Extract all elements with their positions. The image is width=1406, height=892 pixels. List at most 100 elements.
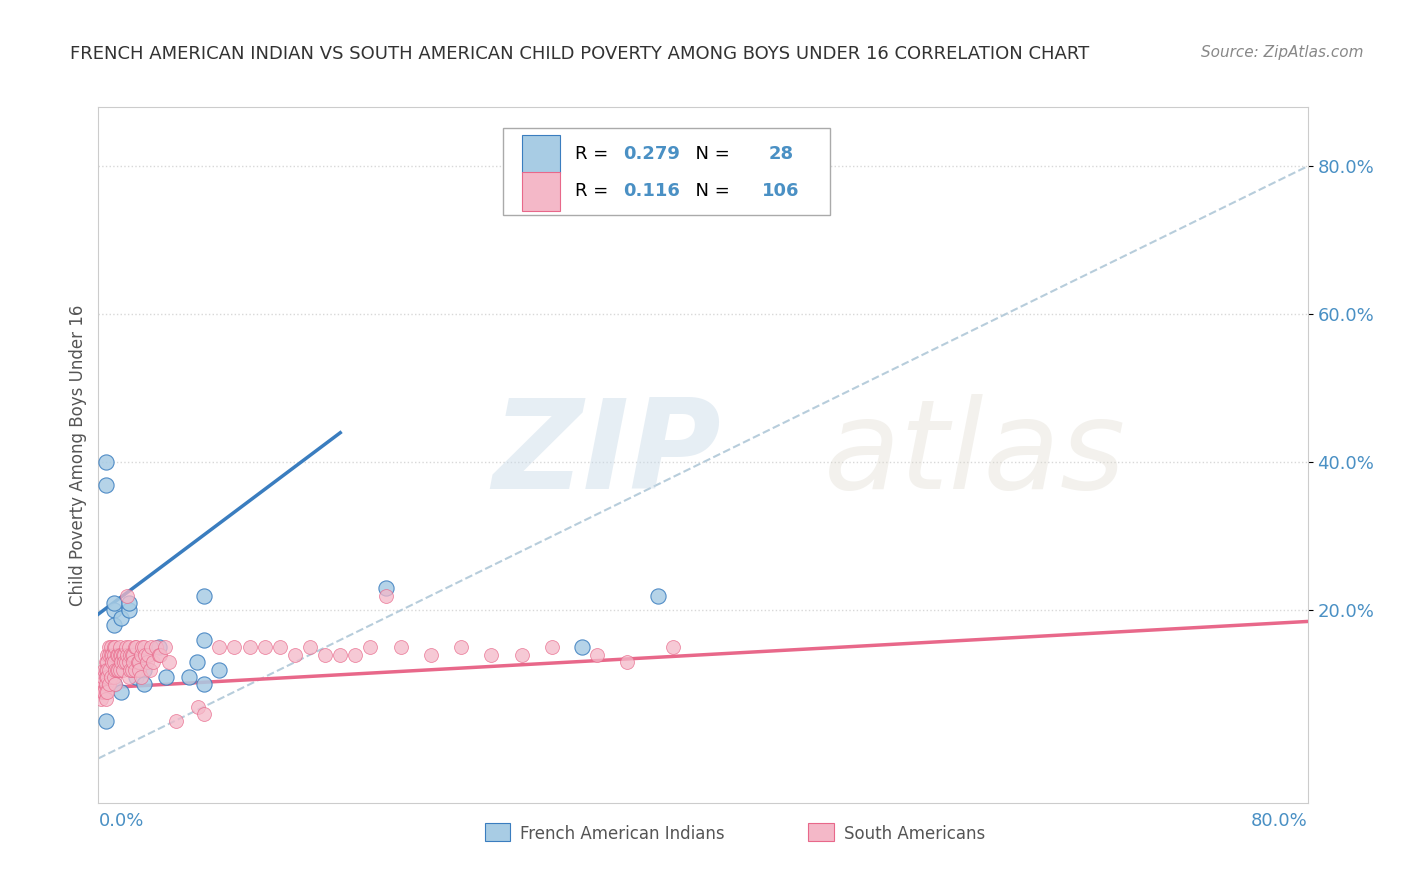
Point	[193, 677, 215, 691]
Point	[129, 670, 152, 684]
Point	[96, 663, 118, 677]
Point	[118, 596, 141, 610]
Point	[239, 640, 262, 655]
Point	[120, 663, 142, 677]
Point	[91, 685, 114, 699]
Point	[179, 670, 201, 684]
Y-axis label: Child Poverty Among Boys Under 16: Child Poverty Among Boys Under 16	[69, 304, 87, 606]
Point	[586, 648, 609, 662]
Point	[132, 663, 155, 677]
Point	[105, 648, 128, 662]
Point	[96, 670, 118, 684]
Point	[118, 603, 141, 617]
Point	[374, 581, 396, 595]
Point	[103, 677, 125, 691]
Text: R =: R =	[575, 182, 620, 201]
Point	[148, 648, 170, 662]
Point	[98, 677, 121, 691]
Point	[118, 655, 141, 669]
Point	[101, 655, 124, 669]
Point	[389, 640, 412, 655]
Point	[131, 640, 153, 655]
Point	[98, 663, 121, 677]
Point	[224, 640, 246, 655]
Bar	[485, 823, 510, 841]
Point	[103, 655, 125, 669]
Text: French American Indians: French American Indians	[520, 825, 725, 843]
Point	[96, 648, 118, 662]
Point	[94, 714, 117, 729]
Point	[103, 648, 125, 662]
Point	[186, 655, 208, 669]
Point	[90, 692, 112, 706]
Point	[135, 655, 157, 669]
Point	[101, 648, 124, 662]
Point	[142, 655, 165, 669]
Point	[94, 692, 117, 706]
Point	[94, 685, 117, 699]
Point	[165, 714, 187, 729]
Point	[96, 685, 118, 699]
Point	[128, 655, 150, 669]
Point	[193, 589, 215, 603]
Point	[132, 677, 155, 691]
Point	[118, 640, 141, 655]
Point	[153, 640, 176, 655]
Point	[110, 648, 132, 662]
Point	[110, 685, 132, 699]
Point	[134, 648, 156, 662]
Text: ZIP: ZIP	[492, 394, 721, 516]
Point	[148, 640, 170, 655]
Point	[118, 655, 141, 669]
Text: South Americans: South Americans	[844, 825, 984, 843]
Text: 106: 106	[762, 182, 800, 201]
Text: N =: N =	[683, 145, 735, 163]
Point	[104, 677, 127, 691]
Point	[110, 611, 132, 625]
Point	[98, 648, 121, 662]
Point	[100, 648, 122, 662]
Point	[136, 648, 159, 662]
Point	[90, 685, 112, 699]
Text: FRENCH AMERICAN INDIAN VS SOUTH AMERICAN CHILD POVERTY AMONG BOYS UNDER 16 CORRE: FRENCH AMERICAN INDIAN VS SOUTH AMERICAN…	[70, 45, 1090, 62]
Point	[100, 640, 122, 655]
Point	[145, 640, 167, 655]
Point	[114, 655, 136, 669]
Point	[112, 655, 135, 669]
Point	[253, 640, 276, 655]
Bar	[808, 823, 834, 841]
Point	[360, 640, 382, 655]
Point	[93, 685, 115, 699]
Point	[90, 677, 112, 691]
Point	[115, 648, 138, 662]
Point	[481, 648, 503, 662]
Point	[94, 677, 117, 691]
Point	[115, 589, 138, 603]
Point	[124, 663, 146, 677]
Point	[193, 706, 215, 721]
Point	[108, 648, 131, 662]
Point	[114, 640, 136, 655]
Point	[94, 655, 117, 669]
Point	[94, 455, 117, 469]
Point	[125, 648, 148, 662]
Point	[269, 640, 291, 655]
Text: Source: ZipAtlas.com: Source: ZipAtlas.com	[1201, 45, 1364, 60]
Point	[540, 640, 562, 655]
Point	[125, 655, 148, 669]
Point	[155, 670, 177, 684]
Point	[208, 663, 231, 677]
Point	[91, 670, 114, 684]
Point	[103, 640, 125, 655]
Text: 0.116: 0.116	[623, 182, 681, 201]
Point	[329, 648, 352, 662]
Point	[125, 670, 148, 684]
Point	[129, 648, 152, 662]
Text: R =: R =	[575, 145, 614, 163]
Point	[100, 670, 122, 684]
Point	[112, 648, 135, 662]
Point	[125, 640, 148, 655]
Point	[94, 477, 117, 491]
Text: 80.0%: 80.0%	[1251, 812, 1308, 830]
Point	[122, 648, 145, 662]
